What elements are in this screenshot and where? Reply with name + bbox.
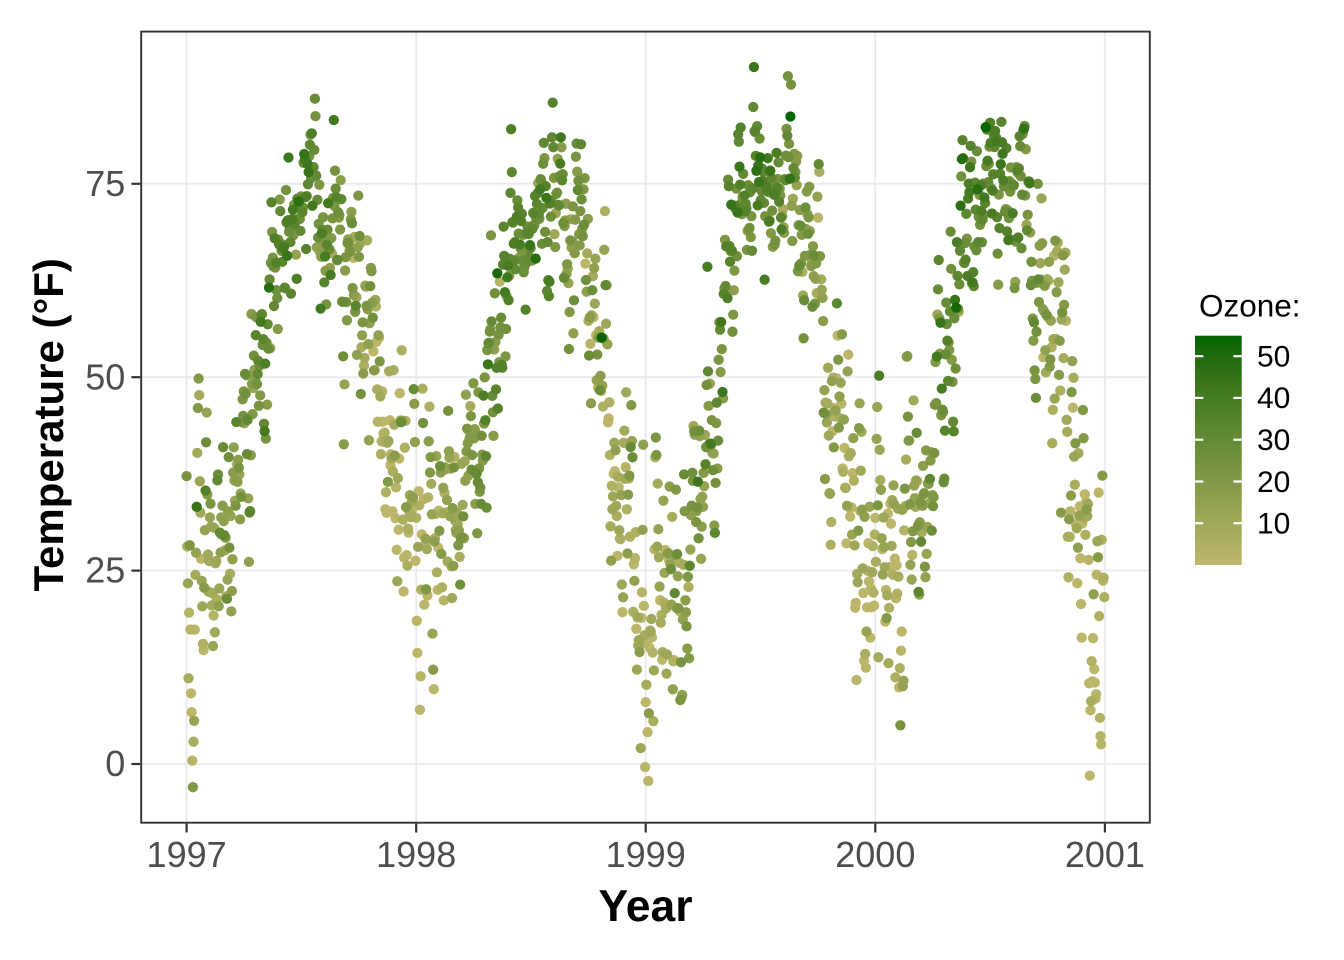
svg-text:25: 25 [85,550,125,591]
svg-text:0: 0 [105,743,125,784]
svg-text:30: 30 [1257,424,1290,457]
svg-text:40: 40 [1257,382,1290,415]
svg-text:50: 50 [1257,341,1290,374]
svg-text:2001: 2001 [1065,834,1145,875]
svg-text:50: 50 [85,356,125,397]
svg-text:Year: Year [598,882,692,931]
svg-text:1998: 1998 [376,834,456,875]
svg-text:20: 20 [1257,466,1290,499]
svg-text:Temperature (°F): Temperature (°F) [25,258,72,591]
svg-text:1997: 1997 [147,834,227,875]
svg-text:2000: 2000 [835,834,915,875]
svg-text:1999: 1999 [606,834,686,875]
svg-text:75: 75 [85,163,125,204]
svg-text:10: 10 [1257,508,1290,541]
svg-text:Ozone:: Ozone: [1199,288,1301,324]
